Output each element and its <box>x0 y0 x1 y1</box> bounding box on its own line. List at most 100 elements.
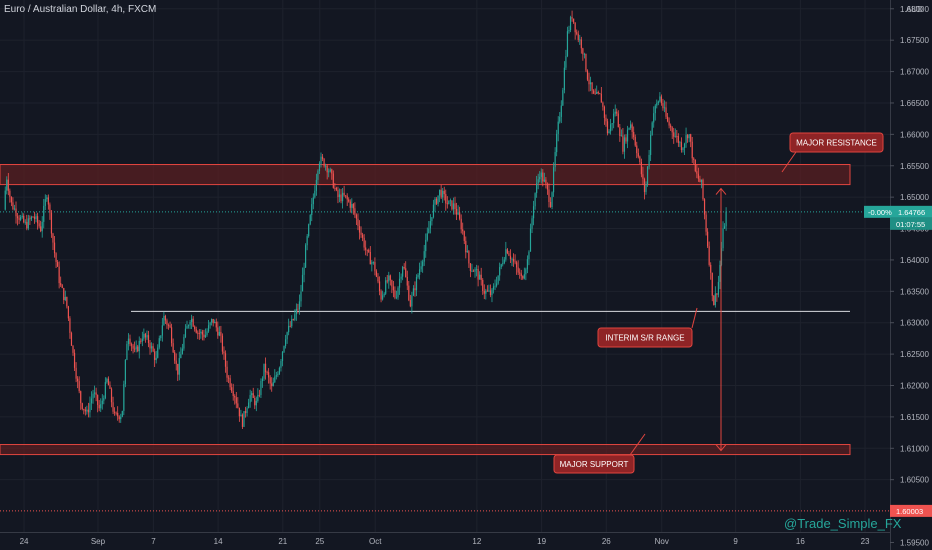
time-tick-label: 23 <box>861 537 870 546</box>
candle-body <box>295 308 297 315</box>
price-change-text: -0.00% <box>868 208 892 217</box>
major-resistance-label-text: MAJOR RESISTANCE <box>796 139 877 148</box>
candle-body <box>214 321 216 324</box>
candle-body <box>554 152 556 168</box>
candle-body <box>556 133 558 153</box>
candle-body <box>197 332 199 334</box>
candle-body <box>203 334 205 338</box>
candle-body <box>520 273 522 277</box>
candle-body <box>622 135 624 152</box>
candle-body <box>21 215 23 218</box>
candle-body <box>374 262 376 272</box>
candle-body <box>668 121 670 126</box>
candle-body <box>288 325 290 333</box>
candle-body <box>363 237 365 248</box>
candle-body <box>525 269 527 275</box>
price-tick-label: 1.60500 <box>900 476 929 485</box>
candle-body <box>690 134 692 142</box>
candle-body <box>562 90 564 106</box>
candle-body <box>671 127 673 133</box>
candle-body <box>351 204 353 208</box>
candle-body <box>298 301 301 310</box>
candle-body <box>534 193 536 207</box>
candle-body <box>710 264 712 273</box>
candle-body <box>149 342 151 349</box>
candle-body <box>442 190 444 198</box>
candle-body <box>252 393 254 398</box>
current-price-badge <box>864 205 932 218</box>
candle-body <box>215 321 217 328</box>
price-tick-label: 1.63500 <box>900 287 929 296</box>
candle-body <box>408 285 410 301</box>
candle-body <box>499 267 501 276</box>
candle-body <box>334 187 336 189</box>
candle-body <box>420 266 422 270</box>
candle-body <box>713 295 715 306</box>
candle-body <box>523 274 525 279</box>
candle-body <box>448 200 450 205</box>
candle-body <box>445 194 447 204</box>
candle-body <box>212 318 214 324</box>
candle-body <box>186 326 188 329</box>
candle-body <box>528 251 530 260</box>
candle-body <box>36 216 39 224</box>
candle-body <box>169 325 171 328</box>
candle-body <box>563 67 565 91</box>
price-tick-label: 1.66000 <box>900 130 929 139</box>
candle-body <box>585 53 587 71</box>
candle-body <box>47 197 49 205</box>
price-tick-label: 1.64000 <box>900 256 929 265</box>
candle-body <box>509 255 512 260</box>
candle-body <box>104 382 106 399</box>
candle-body <box>83 408 85 410</box>
major-resistance-label-pointer <box>781 151 797 173</box>
candle-body <box>368 249 370 253</box>
candle-body <box>459 212 461 219</box>
candle-body <box>315 179 317 191</box>
candle-body <box>451 200 453 210</box>
candle-body <box>237 403 239 408</box>
candle-body <box>84 409 86 412</box>
candle-body <box>428 228 430 234</box>
candle-body <box>129 338 131 345</box>
candle-body <box>568 30 570 32</box>
candle-body <box>343 192 345 196</box>
price-tick-label: 1.62500 <box>900 350 929 359</box>
arrow-head-down <box>715 444 727 452</box>
candle-body <box>49 204 51 213</box>
candle-body <box>483 290 485 294</box>
candle-body <box>266 372 268 373</box>
candle-body <box>249 395 251 403</box>
candle-body <box>514 261 516 263</box>
candle-body <box>137 346 139 352</box>
candle-body <box>143 333 145 339</box>
candle-body <box>284 339 287 346</box>
major-support-zone <box>0 444 851 456</box>
candle-body <box>220 331 222 336</box>
candle-body <box>326 165 328 173</box>
candle-body <box>158 338 160 348</box>
candle-body <box>172 343 174 353</box>
candle-body <box>406 276 408 286</box>
candle-body <box>174 352 176 361</box>
candle-body <box>69 318 71 333</box>
time-tick-label: 26 <box>602 537 611 546</box>
candle-body <box>157 347 159 358</box>
candle-body <box>565 56 567 68</box>
candle-body <box>605 117 607 122</box>
time-tick-label: 16 <box>796 537 805 546</box>
candle-body <box>460 218 462 230</box>
candle-body <box>87 409 90 413</box>
candle-body <box>308 224 310 237</box>
candle-body <box>227 377 230 379</box>
candle-body <box>506 249 508 254</box>
candle-body <box>503 259 505 264</box>
candle-body <box>683 143 686 149</box>
candle-body <box>150 346 153 349</box>
candle-body <box>55 253 57 263</box>
candle-body <box>488 290 490 292</box>
candle-body <box>20 217 22 220</box>
candle-body <box>189 321 191 326</box>
candle-body <box>591 82 593 91</box>
